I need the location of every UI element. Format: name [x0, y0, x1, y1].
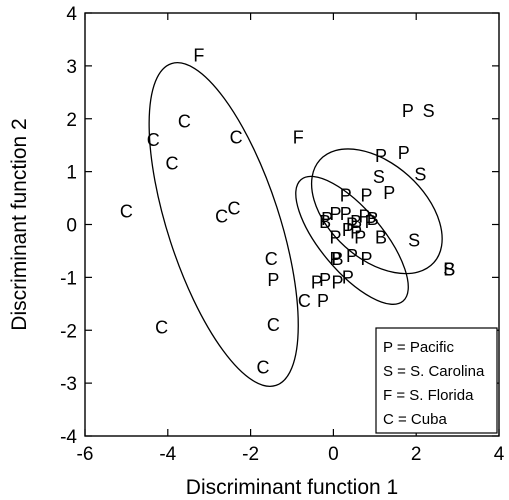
data-point: P	[340, 185, 352, 205]
data-point: P	[329, 204, 341, 224]
data-point: P	[346, 215, 358, 235]
legend-entry: C = Cuba	[383, 411, 447, 428]
data-point: P	[319, 270, 331, 290]
data-point: P	[361, 249, 373, 269]
data-point: P	[342, 220, 354, 240]
y-tick-label: 1	[66, 163, 77, 184]
data-point: P	[383, 183, 395, 203]
y-tick-label: -2	[60, 321, 77, 342]
data-point: C	[265, 249, 278, 269]
data-point: P	[311, 273, 323, 293]
x-axis-label: Discriminant function 1	[186, 476, 398, 499]
data-point: C	[298, 291, 311, 311]
data-point: P	[350, 222, 362, 242]
data-point: C	[155, 318, 168, 338]
data-point: B	[350, 212, 362, 232]
data-point: F	[193, 45, 204, 65]
y-tick-label: -3	[60, 374, 77, 395]
y-tick-label: 0	[66, 216, 77, 237]
data-point: P	[346, 246, 358, 266]
y-axis-label: Discriminant function 2	[8, 118, 31, 330]
data-point: P	[342, 267, 354, 287]
data-point: P	[332, 273, 344, 293]
legend-box	[375, 327, 498, 434]
legend-entries: P = Pacific S = S. Carolina F = S. Florida…	[383, 339, 485, 428]
y-tick-label: -4	[60, 427, 77, 448]
y-tick-label: 3	[66, 57, 77, 78]
y-tick-label: 2	[66, 110, 77, 131]
data-point: P	[340, 204, 352, 224]
data-point: C	[147, 130, 160, 150]
legend-entry: F = S. Florida	[383, 387, 474, 404]
data-point: P	[365, 212, 377, 232]
data-point: P	[329, 249, 341, 269]
data-point: B	[319, 212, 331, 232]
y-tick-label: 4	[66, 4, 77, 25]
x-tick-label: 2	[411, 444, 422, 465]
data-point: C	[215, 207, 228, 227]
data-point: S	[423, 101, 435, 121]
data-point: C	[230, 127, 243, 147]
data-point: B	[367, 209, 379, 229]
ellipse-P	[310, 148, 443, 275]
data-point: B	[375, 228, 387, 248]
x-tick-label: 0	[328, 444, 339, 465]
data-point: B	[443, 259, 455, 279]
x-tick-label: -4	[159, 444, 176, 465]
legend: P = Pacific S = S. Carolina F = S. Florida…	[375, 327, 498, 434]
data-point: S	[408, 230, 420, 250]
data-point: P	[358, 207, 370, 227]
data-point: B	[332, 249, 344, 269]
data-point: C	[267, 315, 280, 335]
data-point: P	[317, 291, 329, 311]
data-point: P	[321, 209, 333, 229]
legend-entry: S = S. Carolina	[383, 363, 485, 380]
data-point: F	[293, 127, 304, 147]
data-point: C	[165, 154, 178, 174]
x-tick-label: -6	[77, 444, 94, 465]
x-tick-label: -2	[242, 444, 259, 465]
data-point: P	[329, 228, 341, 248]
data-point: C	[228, 199, 241, 219]
ellipse-C	[148, 62, 299, 387]
data-point: P	[267, 270, 279, 290]
data-point: P	[361, 185, 373, 205]
data-point: C	[120, 201, 133, 221]
data-point: C	[257, 357, 270, 377]
legend-entry: P = Pacific	[383, 339, 455, 356]
data-point: S	[443, 259, 455, 279]
data-point: S	[373, 167, 385, 187]
ellipses-layer	[148, 62, 443, 387]
ellipse-S	[295, 175, 409, 305]
data-point: P	[375, 146, 387, 166]
data-point: S	[414, 164, 426, 184]
x-tick-label: 4	[494, 444, 505, 465]
data-point: P	[398, 143, 410, 163]
data-point: P	[402, 101, 414, 121]
y-tick-label: -1	[60, 268, 77, 289]
data-point: P	[354, 228, 366, 248]
data-point: C	[178, 111, 191, 131]
